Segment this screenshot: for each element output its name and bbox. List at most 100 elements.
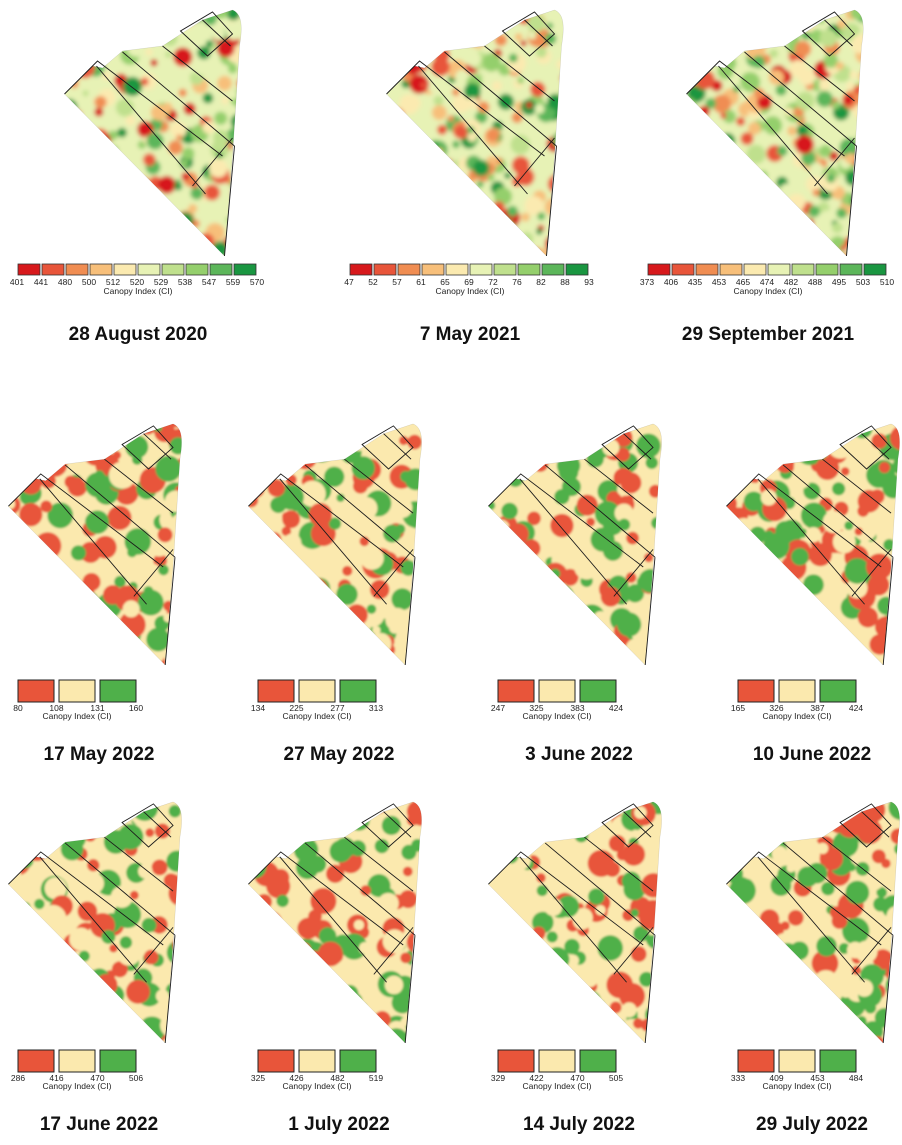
legend-swatch [695,263,719,276]
legend-swatch [671,263,695,276]
legend-swatch [257,1049,295,1073]
field-map [8,801,182,1044]
legend-title: Canopy Index (CI) [104,286,173,296]
legend-tick-label: 329 [491,1073,505,1083]
legend-tick-label: 416 [49,1073,63,1083]
legend-swatch [819,679,857,703]
map-panel-5: 134 225 277 313 Canopy Index (CI) 27 May 2022 [244,418,434,778]
legend-tick-label: 453 [810,1073,824,1083]
legend-swatch [17,263,41,276]
legend-tick-label: 225 [289,703,303,713]
legend-tick-label: 520 [130,277,144,287]
legend-tick-label: 470 [90,1073,104,1083]
legend-title: Canopy Index (CI) [283,711,352,721]
legend-swatch [298,679,336,703]
legend-tick-label: 465 [736,277,750,287]
legend-swatch [517,263,541,276]
legend-swatch [397,263,421,276]
legend-swatch [538,679,576,703]
legend-tick-label: 495 [832,277,846,287]
field-map [8,423,182,666]
legend-tick-label: 570 [250,277,264,287]
field-map [488,423,662,666]
legend-tick-label: 547 [202,277,216,287]
legend-title: Canopy Index (CI) [763,711,832,721]
legend-tick-label: 313 [369,703,383,713]
legend-title: Canopy Index (CI) [43,1081,112,1091]
legend: 80 108 131 160 Canopy Index (CI) [13,679,258,724]
legend-tick-label: 426 [289,1073,303,1083]
map-date-caption: 29 July 2022 [756,1114,868,1135]
legend: 329 422 470 505 Canopy Index (CI) [491,1049,738,1094]
legend-swatch [579,1049,617,1073]
legend-swatch [719,263,743,276]
map-date-caption: 17 May 2022 [43,744,155,765]
legend: 325 426 482 519 Canopy Index (CI) [251,1049,498,1094]
legend-swatch [819,1049,857,1073]
legend-swatch [538,1049,576,1073]
legend-swatch [298,1049,336,1073]
legend: 333 409 453 484 Canopy Index (CI) [731,1049,902,1094]
legend: 373 406 435 453 465 474 482 488 495 503 510 Canopy … [640,263,894,308]
legend-tick-label: 47 [344,277,354,287]
map-date-caption: 14 July 2022 [523,1114,635,1135]
legend-tick-label: 88 [560,277,570,287]
legend-tick-label: 383 [570,703,584,713]
legend-title: Canopy Index (CI) [283,1081,352,1091]
legend-tick-label: 519 [369,1073,383,1083]
legend-swatch [791,263,815,276]
legend-swatch [767,263,791,276]
legend-swatch [58,679,96,703]
legend-tick-label: 57 [392,277,402,287]
field-map [64,9,242,257]
legend-tick-label: 325 [529,703,543,713]
map-date-caption: 10 June 2022 [752,744,872,765]
legend-swatch [778,1049,816,1073]
map-panel-4: 80 108 131 160 Canopy Index (CI) 17 May 2022 [4,418,194,778]
legend-swatch [339,679,377,703]
legend-tick-label: 76 [512,277,522,287]
field-map [248,801,422,1044]
legend-swatch [541,263,565,276]
legend-swatch [737,1049,775,1073]
legend-title: Canopy Index (CI) [43,711,112,721]
legend-tick-label: 484 [849,1073,863,1083]
legend-swatch [421,263,445,276]
legend-tick-label: 247 [491,703,505,713]
legend-swatch [99,679,137,703]
legend-tick-label: 72 [488,277,498,287]
legend-tick-label: 61 [416,277,426,287]
legend-swatch [58,1049,96,1073]
map-panel-7: 165 326 387 424 Canopy Index (CI) 10 June 202… [722,418,902,778]
map-panel-2: 47 52 57 61 65 69 72 76 82 88 93 Canopy Index (CI) 7… [344,6,594,386]
legend-swatch [579,679,617,703]
legend-tick-label: 559 [226,277,240,287]
legend-tick-label: 512 [106,277,120,287]
field-map [488,801,662,1044]
legend-tick-label: 326 [769,703,783,713]
legend: 47 52 57 61 65 69 72 76 82 88 93 Canopy Index (CI) [344,263,594,308]
legend-tick-label: 82 [536,277,546,287]
map-panel-10: 329 422 470 505 Canopy Index (CI) 14 July 202… [484,796,674,1145]
legend-tick-label: 108 [49,703,63,713]
legend-tick-label: 510 [880,277,894,287]
legend-swatch [339,1049,377,1073]
legend-swatch [113,263,137,276]
legend-tick-label: 93 [584,277,594,287]
legend-swatch [497,1049,535,1073]
legend-swatch [17,1049,55,1073]
legend-swatch [469,263,493,276]
legend-swatch [349,263,373,276]
field-map [248,423,422,666]
legend-tick-label: 506 [129,1073,143,1083]
legend-tick-label: 482 [784,277,798,287]
legend-swatch [647,263,671,276]
map-panel-8: 286 416 470 506 Canopy Index (CI) 17 June 202… [4,796,194,1145]
map-panel-1: 401 441 480 500 512 520 529 538 547 559 570 Canopy … [10,6,264,386]
legend-swatch [137,263,161,276]
legend-swatch [65,263,89,276]
map-date-caption: 28 August 2020 [68,324,208,345]
legend-swatch [185,263,209,276]
legend-tick-label: 503 [856,277,870,287]
map-panel-11: 333 409 453 484 Canopy Index (CI) 29 July 202… [722,796,902,1145]
